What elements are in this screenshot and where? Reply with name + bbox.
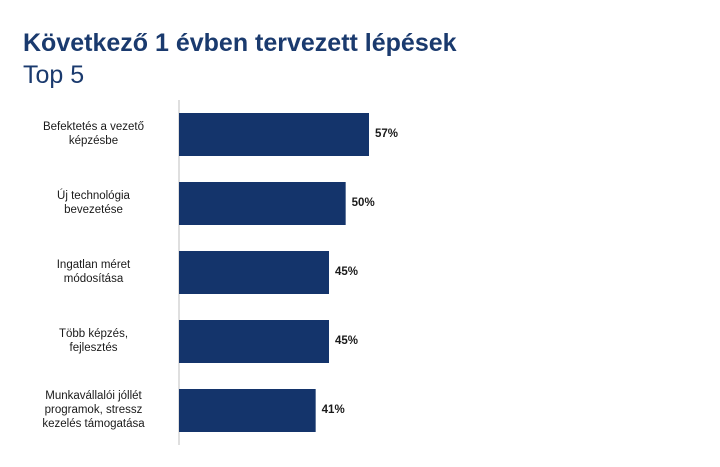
bar-4 xyxy=(179,320,329,363)
value-label-4: 45% xyxy=(335,334,359,347)
chart-title: Következő 1 évben tervezett lépések xyxy=(23,29,457,57)
category-label-line: Befektetés a vezető xyxy=(42,120,144,133)
category-label-4: Több képzés, fejlesztés xyxy=(16,327,171,355)
category-label-3: Ingatlan méret módosítása xyxy=(16,258,171,286)
category-label-line: módosítása xyxy=(63,272,124,285)
category-label-line: Több képzés, xyxy=(58,327,129,340)
category-label-line: Munkavállalói jóllét xyxy=(45,389,142,402)
value-label-2: 50% xyxy=(351,196,375,209)
category-label-line: fejlesztés xyxy=(69,341,118,354)
category-label-line: Ingatlan méret xyxy=(56,258,131,271)
category-label-1: Befektetés a vezető képzésbe xyxy=(16,120,171,148)
category-label-line: képzésbe xyxy=(68,134,119,147)
category-label-2: Új technológia bevezetése xyxy=(16,189,171,217)
bar-1 xyxy=(179,113,369,156)
bar-3 xyxy=(179,251,329,294)
value-label-5: 41% xyxy=(321,403,345,416)
chart-subtitle: Top 5 xyxy=(23,61,85,89)
category-label-line: programok, stressz xyxy=(44,403,143,416)
category-label-5: Munkavállalói jóllét programok, stressz ke… xyxy=(16,389,171,431)
category-label-line: kezelés támogatása xyxy=(42,417,145,430)
category-label-line: Új technológia xyxy=(57,189,130,202)
bar-5 xyxy=(179,389,316,432)
value-label-1: 57% xyxy=(375,127,399,140)
value-label-3: 45% xyxy=(335,265,359,278)
bar-2 xyxy=(179,182,346,225)
bars-group xyxy=(179,113,369,432)
category-label-line: bevezetése xyxy=(64,203,123,216)
